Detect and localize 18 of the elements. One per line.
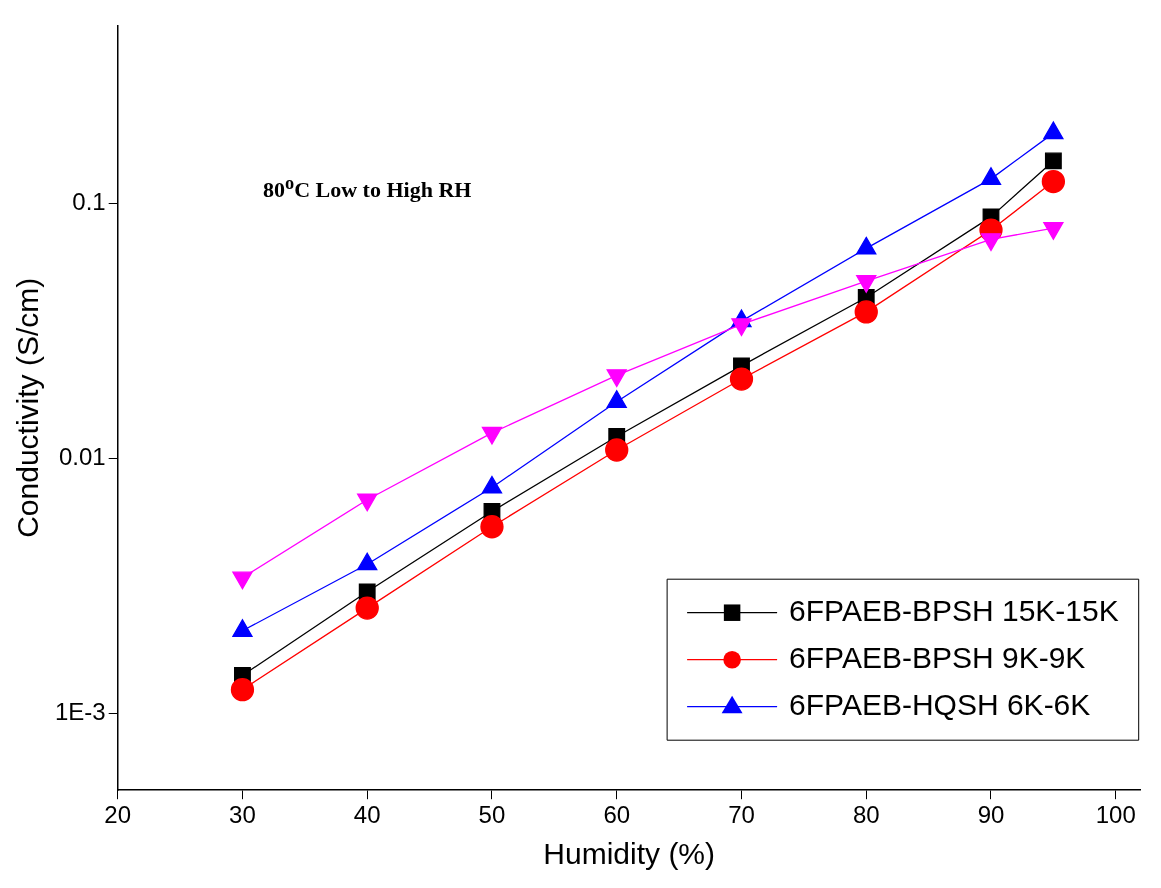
x-tick-label: 20: [104, 801, 132, 829]
x-tick-label: 70: [728, 801, 755, 829]
x-tick-label: 80: [852, 801, 880, 829]
y-tick-label: 0.1: [72, 188, 106, 216]
x-tick-label: 60: [603, 801, 631, 829]
x-tick-label: 50: [478, 801, 506, 829]
x-tick-label: 100: [1095, 801, 1136, 829]
y-tick-label: 1E-3: [54, 698, 106, 726]
x-tick-label: 90: [977, 801, 1005, 829]
y-axis-title: Conductivity (S/cm): [11, 277, 45, 538]
annotation: 80$^{o}$C Low to High RH: [263, 173, 472, 204]
x-axis-title: Humidity (%): [543, 837, 716, 871]
legend-label: 6FPAEB-BPSH 9K-9K: [789, 640, 1086, 674]
legend-label: 6FPAEB-BPSH 15K-15K: [789, 593, 1119, 627]
y-tick-label: 0.01: [58, 443, 106, 471]
x-tick-label: 40: [353, 801, 381, 829]
x-tick-label: 30: [229, 801, 256, 829]
legend-label: 6FPAEB-HQSH 6K-6K: [789, 687, 1091, 721]
